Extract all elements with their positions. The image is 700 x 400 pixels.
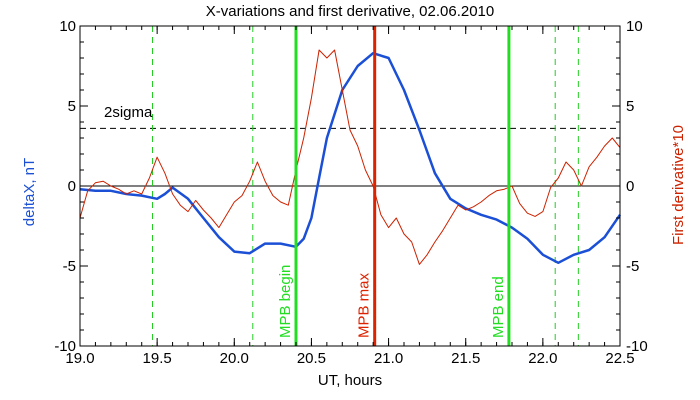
chart-title: X-variations and first derivative, 02.06… <box>206 3 495 20</box>
y-tick-label-right-2: 0 <box>626 178 634 195</box>
y-tick-label-right-0: -10 <box>626 338 648 355</box>
series-lines <box>79 49 622 265</box>
y-tick-label-left-0: -10 <box>54 338 76 355</box>
y-tick-label-left-3: 5 <box>68 98 76 115</box>
marker-label-2: MPB end <box>490 276 507 338</box>
y-tick-label-left-4: 10 <box>59 18 76 35</box>
series-derivative-line <box>79 49 621 265</box>
mpb-markers: MPB begin MPB max MPB end <box>277 26 511 346</box>
x-axis-label: UT, hours <box>318 372 382 389</box>
y-tick-label-left-1: -5 <box>63 258 76 275</box>
x-tick-label-0: 19.0 <box>65 350 94 367</box>
axis-ticks: 19.0 19.5 20.0 20.5 21.0 21.5 22.0 22.5-10-5051… <box>54 18 647 367</box>
y-tick-label-right-1: -5 <box>626 258 639 275</box>
y-tick-label-right-3: 5 <box>626 98 634 115</box>
marker-label-0: MPB begin <box>277 265 294 338</box>
marker-label-1: MPB max <box>356 272 373 338</box>
series-deltax-line <box>79 51 622 265</box>
x-tick-label-6: 22.0 <box>528 350 557 367</box>
x-tick-label-4: 21.0 <box>374 350 403 367</box>
x-tick-label-1: 19.5 <box>143 350 172 367</box>
y-tick-label-right-4: 10 <box>626 18 643 35</box>
x-tick-label-3: 20.5 <box>297 350 326 367</box>
x-tick-label-2: 20.0 <box>220 350 249 367</box>
threshold-label: 2sigma <box>104 104 153 121</box>
x-tick-label-5: 21.5 <box>451 350 480 367</box>
y-axis-label-left: deltaX, nT <box>21 158 38 226</box>
y-tick-label-left-2: 0 <box>68 178 76 195</box>
x-tick-label-7: 22.5 <box>605 350 634 367</box>
reference-lines <box>80 26 620 346</box>
y-axis-label-right: First derivative*10 <box>670 125 687 245</box>
